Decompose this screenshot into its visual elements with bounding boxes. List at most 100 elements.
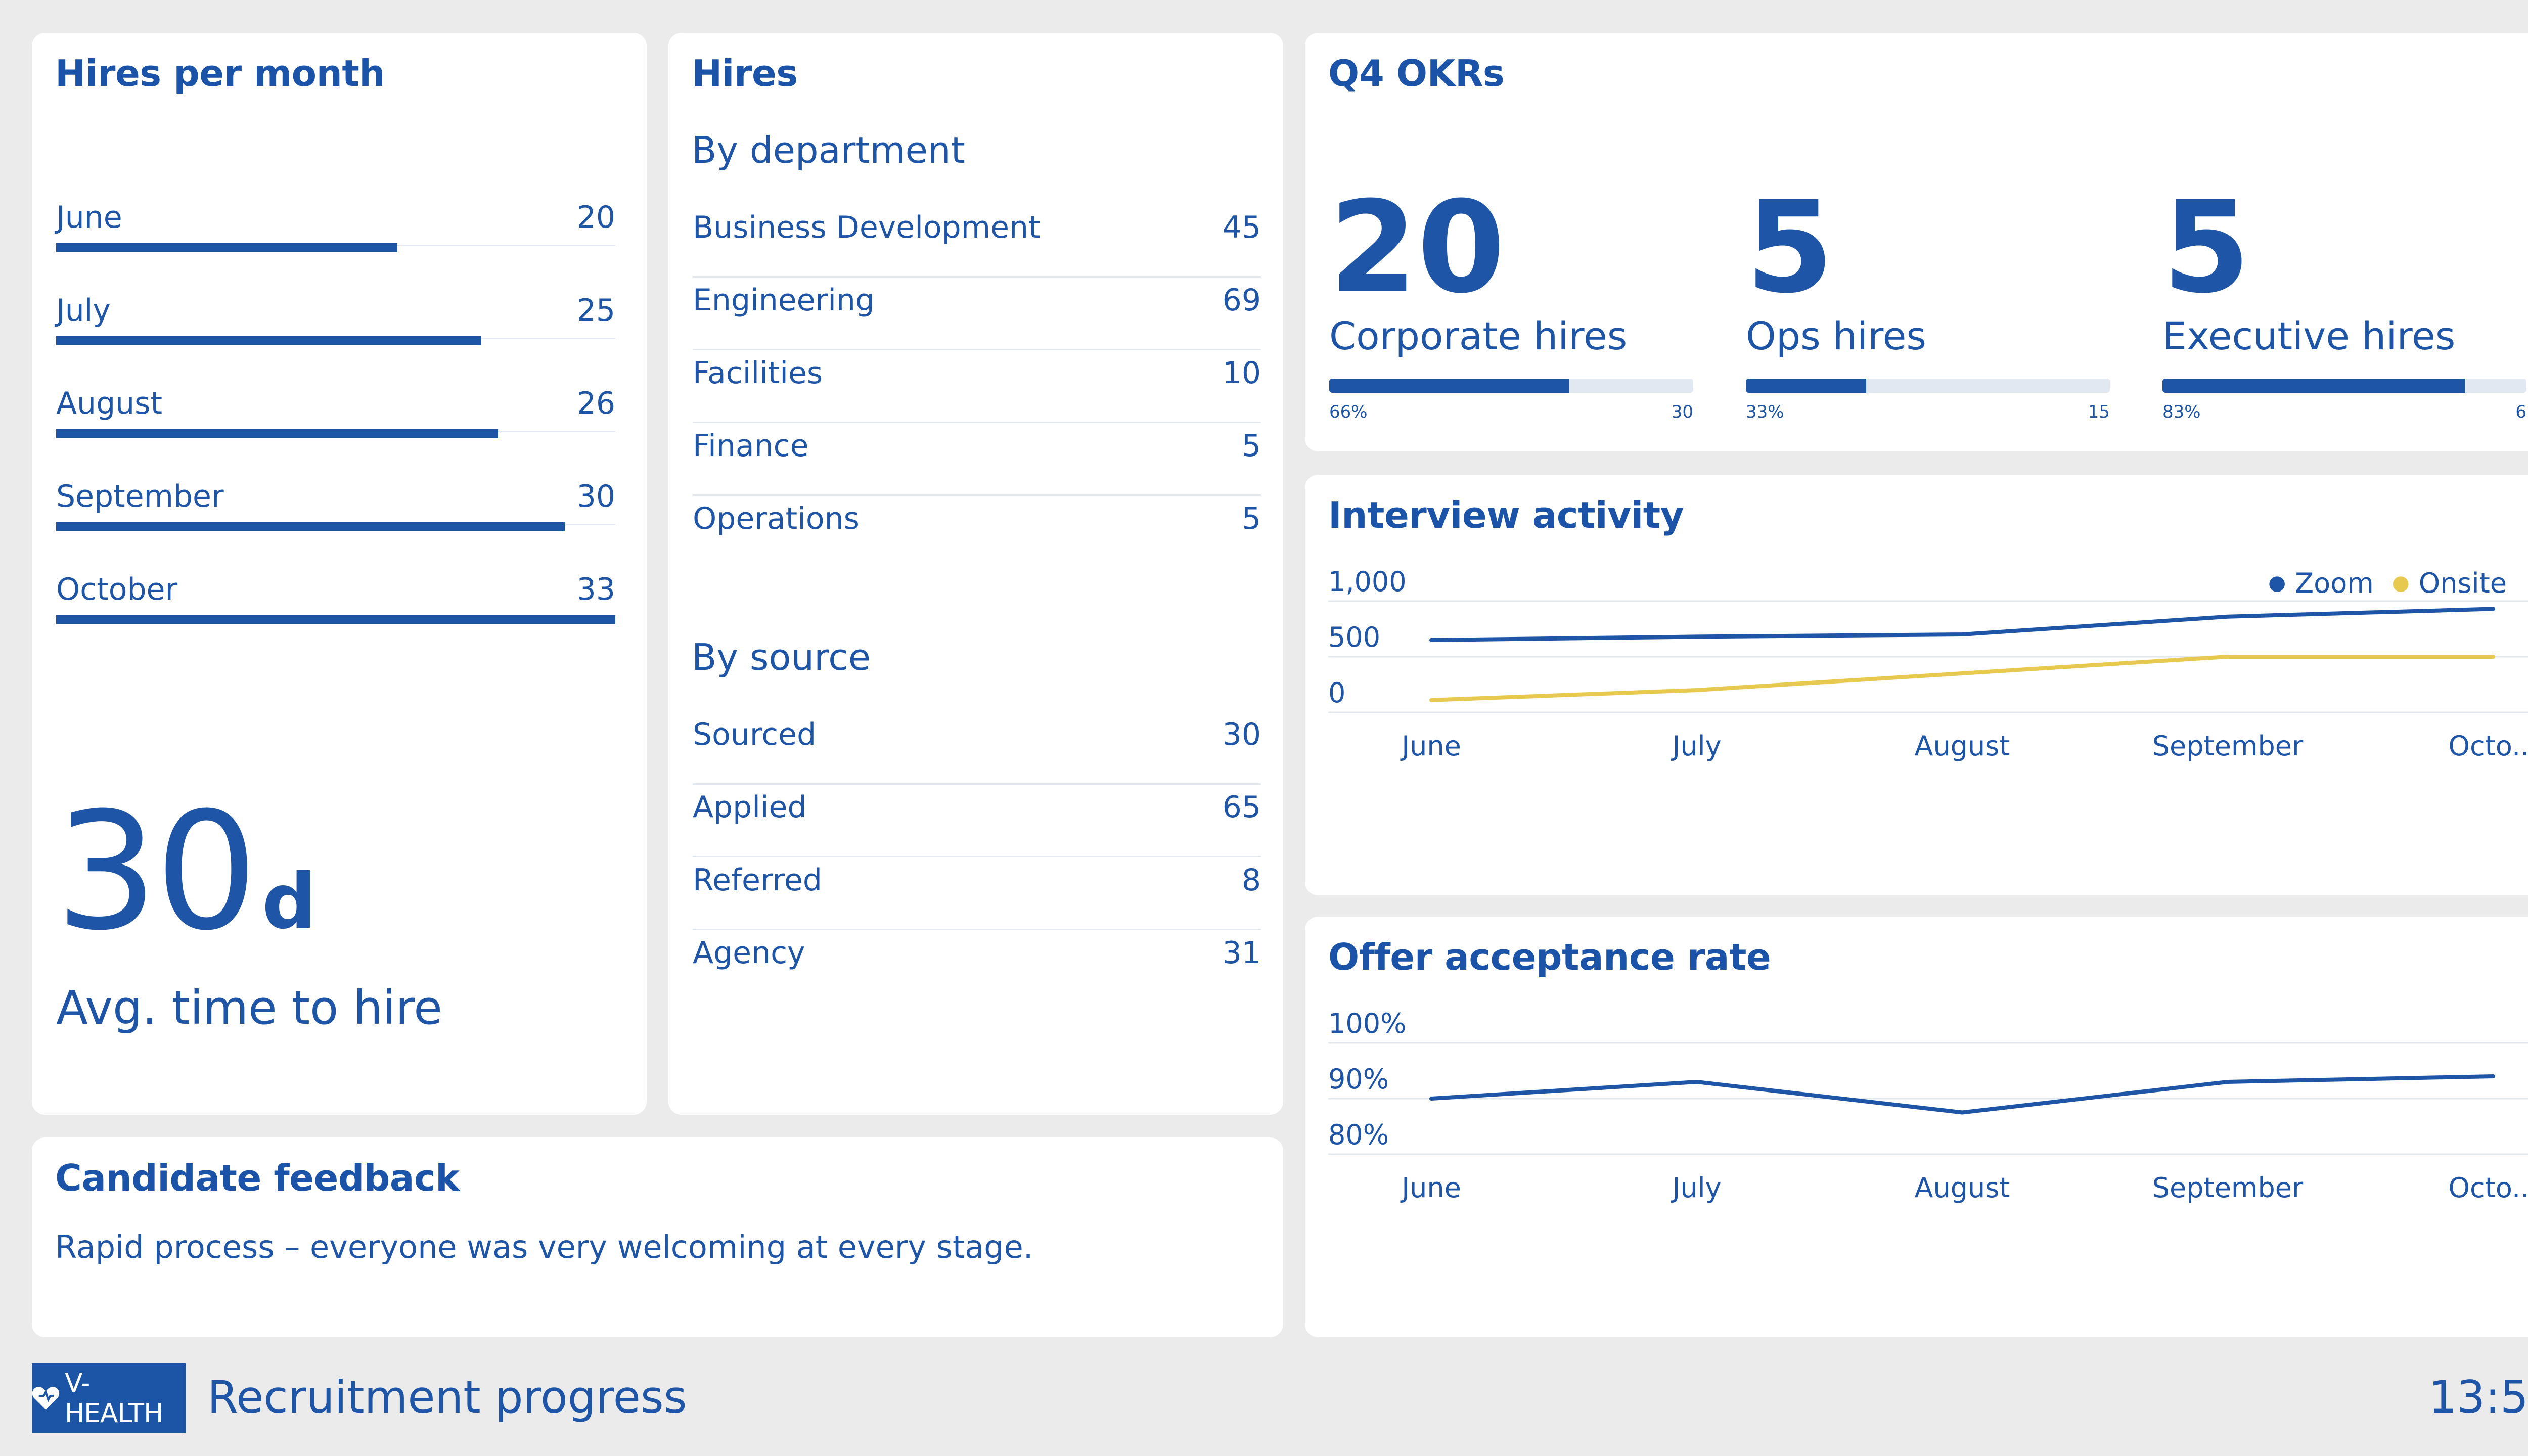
okr-progress-track (1329, 379, 1693, 393)
month-label: June (56, 200, 122, 235)
department-value: 5 (1241, 501, 1261, 536)
source-row: Applied 65 (693, 785, 1261, 857)
okrs-card: Q4 OKRs 20 Corporate hires 66% 30 5 Ops … (1305, 33, 2528, 451)
okr-target: 6 (2515, 402, 2526, 422)
avg-time-to-hire-caption: Avg. time to hire (56, 981, 442, 1035)
row-divider (693, 276, 1261, 278)
department-row: Engineering 69 (693, 278, 1261, 350)
department-label: Engineering (693, 283, 875, 318)
hires-title: Hires (692, 52, 798, 95)
source-value: 65 (1222, 790, 1261, 825)
month-value: 25 (576, 293, 615, 328)
offer-acceptance-chart: 80% 90% 100% June July August September Octo... (1328, 1008, 2528, 1204)
month-value: 33 (576, 572, 615, 607)
company-logo: V-HEALTH (32, 1363, 186, 1433)
avg-time-unit: d (262, 858, 317, 946)
candidate-feedback-text: Rapid process – everyone was very welcom… (55, 1228, 1033, 1265)
legend-label: Zoom (2295, 567, 2374, 599)
source-label: Applied (693, 790, 807, 825)
interview-activity-title: Interview activity (1328, 494, 1684, 536)
department-row: Operations 5 (693, 496, 1261, 569)
avg-time-to-hire-value: 30d (55, 791, 317, 953)
y-tick-label: 90% (1328, 1063, 1389, 1095)
hires-card: Hires By department Business Development… (668, 33, 1283, 1115)
avg-time-number: 30 (55, 778, 258, 966)
source-value: 8 (1241, 862, 1261, 898)
y-tick-label: 0 (1328, 677, 1345, 709)
x-tick-label: September (2152, 730, 2304, 762)
logo-text: V-HEALTH (64, 1368, 163, 1429)
x-tick-label: Octo... (2449, 730, 2528, 762)
by-department-heading: By department (692, 129, 965, 171)
row-divider (693, 783, 1261, 785)
x-tick-label: August (1915, 730, 2010, 762)
row-divider (693, 929, 1261, 930)
candidate-feedback-title: Candidate feedback (55, 1157, 460, 1199)
department-row: Facilities 10 (693, 350, 1261, 423)
department-value: 5 (1241, 428, 1261, 464)
offer-acceptance-title: Offer acceptance rate (1328, 936, 1771, 978)
month-bar (56, 522, 565, 531)
source-label: Referred (693, 862, 822, 898)
month-row: August 26 (56, 386, 615, 446)
legend-item-onsite: ● Onsite (2383, 567, 2507, 599)
heart-icon (32, 1387, 60, 1410)
source-value: 30 (1222, 717, 1261, 752)
okr-value: 20 (1329, 174, 1505, 321)
month-label: September (56, 479, 224, 514)
x-tick-label: Octo... (2449, 1172, 2528, 1204)
month-bar (56, 243, 397, 252)
department-row: Business Development 45 (693, 205, 1261, 278)
month-bar (56, 429, 498, 438)
month-row: September 30 (56, 479, 615, 539)
x-tick-label: June (1400, 730, 1461, 762)
interview-activity-card: Interview activity ● Zoom ● Onsite 0 500 1,00… (1305, 475, 2528, 895)
x-tick-label: August (1915, 1172, 2010, 1204)
source-label: Sourced (693, 717, 817, 752)
okr-label: Ops hires (1746, 313, 1927, 358)
department-value: 10 (1222, 355, 1261, 391)
clock-time: 13:53 (2428, 1371, 2528, 1423)
okr-percent: 66% (1329, 402, 1368, 422)
month-bar (56, 336, 481, 345)
month-value: 26 (576, 386, 615, 421)
chart-legend: ● Zoom ● Onsite (2250, 567, 2507, 599)
source-row: Sourced 30 (693, 712, 1261, 785)
offer-acceptance-card: Offer acceptance rate 80% 90% 100% June July… (1305, 917, 2528, 1337)
source-label: Agency (693, 935, 805, 971)
x-tick-label: September (2152, 1172, 2304, 1204)
row-divider (693, 422, 1261, 423)
month-label: August (56, 386, 162, 421)
okr-label: Corporate hires (1329, 313, 1628, 358)
month-label: October (56, 572, 178, 607)
legend-dot-icon: ● (2391, 571, 2410, 595)
okr-progress-track (1746, 379, 2110, 393)
month-value: 30 (576, 479, 615, 514)
month-row: June 20 (56, 200, 615, 260)
department-label: Operations (693, 501, 860, 536)
legend-dot-icon: ● (2268, 571, 2286, 595)
interview-activity-chart: 0 500 1,000 June July August September Octo... (1328, 566, 2528, 762)
department-label: Business Development (693, 210, 1041, 245)
month-row: October 33 (56, 572, 615, 632)
x-tick-label: June (1400, 1172, 1461, 1204)
month-bar (56, 615, 615, 624)
month-value: 20 (576, 200, 615, 235)
month-label: July (56, 293, 111, 328)
dashboard-title: Recruitment progress (207, 1371, 687, 1423)
okr-progress-fill (1329, 379, 1570, 393)
hires-per-month-card: Hires per month June 20 July 25 August 2… (32, 33, 647, 1115)
hires-per-month-title: Hires per month (55, 52, 385, 95)
row-divider (693, 349, 1261, 350)
y-tick-label: 1,000 (1328, 566, 1407, 598)
by-source-heading: By source (692, 636, 871, 678)
okr-progress-fill (1746, 379, 1866, 393)
department-value: 69 (1222, 283, 1261, 318)
month-row: July 25 (56, 293, 615, 353)
okrs-title: Q4 OKRs (1328, 52, 1505, 95)
source-row: Agency 31 (693, 930, 1261, 1003)
okr-progress-fill (2162, 379, 2465, 393)
okr-percent: 83% (2162, 402, 2201, 422)
department-value: 45 (1222, 210, 1261, 245)
legend-label: Onsite (2418, 567, 2507, 599)
